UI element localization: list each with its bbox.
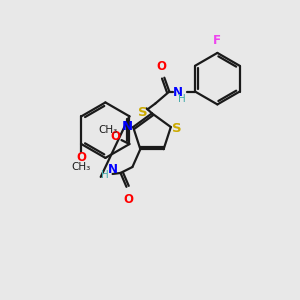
Text: CH₃: CH₃ [98,125,117,135]
Text: O: O [156,60,167,73]
Text: S: S [138,106,147,119]
Text: N: N [173,86,183,99]
Text: O: O [111,130,121,142]
Text: N: N [122,119,133,133]
Text: H: H [101,170,109,180]
Text: S: S [172,122,182,134]
Text: O: O [123,193,134,206]
Text: F: F [213,34,221,47]
Text: CH₃: CH₃ [72,162,91,172]
Text: O: O [76,152,86,164]
Text: H: H [178,94,186,104]
Text: N: N [108,164,118,176]
